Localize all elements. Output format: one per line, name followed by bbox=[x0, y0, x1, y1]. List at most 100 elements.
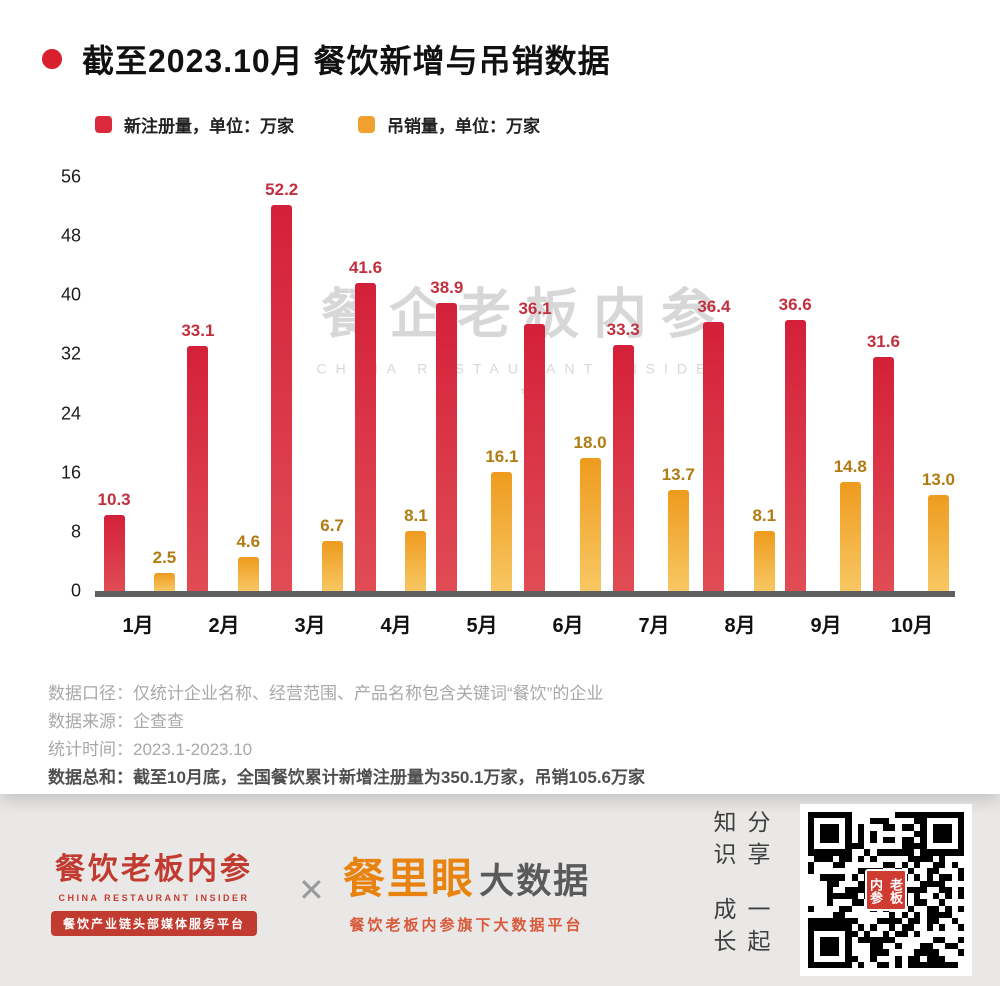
cancellations-bar-wrap: 8.1 bbox=[404, 177, 428, 591]
bar-group: 33.1 4.6 bbox=[179, 177, 263, 591]
x-tick-label: 8月 bbox=[724, 615, 756, 637]
new-registrations-bar-wrap: 10.3 bbox=[98, 177, 131, 591]
new-registrations-bar-wrap: 36.4 bbox=[697, 177, 730, 591]
cancellations-bar-wrap: 4.6 bbox=[236, 177, 260, 591]
note-total-summary: 数据总和：截至10月底，全国餐饮累计新增注册量为350.1万家，吊销105.6万… bbox=[48, 768, 645, 787]
note-data-scope: 数据口径：仅统计企业名称、经营范围、产品名称包含关键词“餐饮”的企业 bbox=[48, 684, 604, 703]
new-registrations-bar-wrap: 31.6 bbox=[867, 177, 900, 591]
bar-value-label: 16.1 bbox=[485, 446, 519, 466]
y-tick-label: 0 bbox=[70, 580, 81, 601]
product-suffix: 大数据 bbox=[479, 862, 591, 901]
bar-group: 33.3 13.7 bbox=[607, 177, 695, 591]
bar-value-label: 18.0 bbox=[573, 432, 607, 452]
brand-tagline-badge: 餐饮产业链头部媒体服务平台 bbox=[50, 911, 257, 936]
cancellations-bar bbox=[237, 557, 259, 591]
x-tick-label: 9月 bbox=[810, 615, 842, 637]
new-registrations-bar-wrap: 38.9 bbox=[430, 177, 463, 591]
x-tick-label: 5月 bbox=[466, 615, 498, 637]
x-tick-label: 6月 bbox=[552, 615, 584, 637]
bar-group: 38.9 16.1 bbox=[430, 177, 518, 591]
bar-group: 36.4 8.1 bbox=[695, 177, 779, 591]
new-registrations-bar-wrap: 33.1 bbox=[181, 177, 214, 591]
bar-group: 36.1 18.0 bbox=[518, 177, 607, 591]
cancellations-bar-wrap: 18.0 bbox=[574, 177, 607, 591]
brand-name-cn: 餐饮老板内参 bbox=[55, 853, 253, 886]
vertical-slogan: 分享知识 一起成长 bbox=[706, 810, 774, 970]
legend-item-new-registrations: 新注册量，单位：万家 bbox=[95, 112, 294, 137]
x-axis-labels: 1月 2月 3月 4月 5月 6月 7月 8月 9月 10月 bbox=[95, 609, 955, 638]
cancellations-bar-wrap: 8.1 bbox=[752, 177, 776, 591]
cancellations-bar bbox=[927, 494, 949, 591]
bar-group: 31.6 13.0 bbox=[867, 177, 955, 591]
header: 截至2023.10月 餐饮新增与吊销数据 bbox=[0, 0, 1000, 82]
new-registrations-bar-wrap: 52.2 bbox=[265, 177, 298, 591]
legend-label: 吊销量，单位：万家 bbox=[387, 117, 540, 136]
new-registrations-bar bbox=[103, 514, 125, 591]
x-tick-label: 4月 bbox=[380, 615, 412, 637]
bar-value-label: 52.2 bbox=[265, 180, 299, 200]
cancellations-bar bbox=[153, 572, 175, 591]
new-registrations-bar bbox=[187, 346, 209, 591]
qr-code: 老板内参 bbox=[800, 804, 972, 976]
bar-value-label: 13.7 bbox=[661, 464, 695, 484]
footer-band: 餐饮老板内参 CHINA RESTAURANT INSIDER 餐饮产业链头部媒… bbox=[0, 794, 1000, 986]
y-tick-label: 48 bbox=[60, 225, 81, 246]
new-registrations-bar bbox=[612, 344, 634, 591]
cross-icon: ✕ bbox=[298, 872, 325, 908]
cancellations-bar-wrap: 16.1 bbox=[485, 177, 518, 591]
y-tick-label: 40 bbox=[60, 284, 81, 305]
x-tick-label: 1月 bbox=[122, 615, 154, 637]
cancellations-bar-wrap: 13.7 bbox=[662, 177, 695, 591]
bar-value-label: 33.3 bbox=[606, 319, 640, 339]
x-tick-label: 10月 bbox=[890, 615, 934, 637]
y-tick-label: 16 bbox=[60, 462, 81, 483]
y-axis: 0 8 16 24 32 40 48 56 bbox=[45, 167, 89, 601]
cancellations-bar-wrap: 6.7 bbox=[320, 177, 344, 591]
bar-group: 52.2 6.7 bbox=[263, 177, 347, 591]
new-registrations-bar bbox=[436, 303, 458, 591]
bar-value-label: 41.6 bbox=[348, 258, 383, 278]
new-registrations-bar bbox=[872, 357, 894, 591]
new-registrations-bar-wrap: 36.6 bbox=[779, 177, 812, 591]
cancellations-bar-wrap: 14.8 bbox=[834, 177, 867, 591]
product-logo: 餐里眼 大数据 餐饮老板内参旗下大数据平台 bbox=[343, 845, 590, 935]
y-tick-label: 56 bbox=[60, 166, 81, 187]
footnotes: 数据口径：仅统计企业名称、经营范围、产品名称包含关键词“餐饮”的企业 数据来源：… bbox=[48, 680, 1000, 792]
cancellations-bar-wrap: 13.0 bbox=[922, 177, 955, 591]
bar-value-label: 36.4 bbox=[697, 296, 731, 316]
cancellations-bar bbox=[491, 471, 513, 591]
bar-group: 41.6 8.1 bbox=[346, 177, 430, 591]
new-registrations-bar bbox=[784, 320, 806, 591]
cancellations-bar bbox=[579, 457, 601, 591]
bar-value-label: 6.7 bbox=[320, 516, 344, 536]
bar-value-label: 2.5 bbox=[152, 547, 177, 567]
product-name-line: 餐里眼 大数据 bbox=[343, 845, 590, 906]
bar-group: 36.6 14.8 bbox=[779, 177, 867, 591]
bar-value-label: 33.1 bbox=[181, 321, 215, 341]
cancellations-bar bbox=[405, 531, 427, 591]
bar-value-label: 36.6 bbox=[778, 295, 812, 315]
x-tick-label: 2月 bbox=[208, 615, 240, 637]
bar-value-label: 13.0 bbox=[921, 469, 955, 489]
y-tick-label: 32 bbox=[60, 343, 81, 364]
bar-value-label: 8.1 bbox=[752, 506, 777, 526]
brand-logo: 餐饮老板内参 CHINA RESTAURANT INSIDER 餐饮产业链头部媒… bbox=[28, 844, 280, 936]
new-registrations-bar bbox=[703, 321, 725, 591]
legend-label: 新注册量，单位：万家 bbox=[124, 117, 294, 136]
cancellations-bar bbox=[753, 531, 775, 591]
product-tagline: 餐饮老板内参旗下大数据平台 bbox=[349, 917, 584, 934]
bar-value-label: 36.1 bbox=[518, 299, 552, 319]
legend-item-cancellations: 吊销量，单位：万家 bbox=[358, 112, 540, 137]
bar-value-label: 10.3 bbox=[97, 489, 131, 509]
vertical-slogan-col-left: 一起成长 bbox=[710, 897, 770, 961]
chart-card: 截至2023.10月 餐饮新增与吊销数据 新注册量，单位：万家 吊销量，单位：万… bbox=[0, 0, 1000, 794]
legend-swatch-orange bbox=[358, 116, 375, 133]
y-tick-label: 24 bbox=[60, 403, 81, 424]
chart-legend: 新注册量，单位：万家 吊销量，单位：万家 bbox=[95, 112, 1000, 137]
qr-center-label: 老板内参 bbox=[865, 869, 907, 911]
legend-swatch-red bbox=[95, 116, 112, 133]
y-tick-label: 8 bbox=[70, 521, 81, 542]
new-registrations-bar-wrap: 41.6 bbox=[349, 177, 382, 591]
